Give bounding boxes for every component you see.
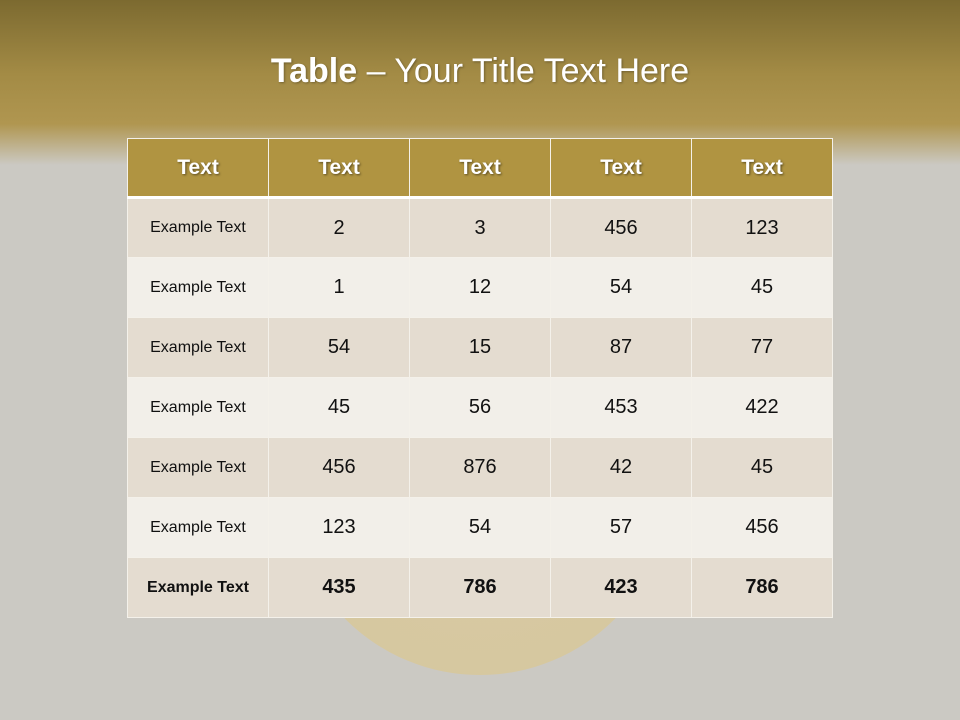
table-cell: 87 [550, 317, 692, 378]
table-cell: 57 [550, 497, 692, 558]
table-cell: 15 [409, 317, 551, 378]
table-cell: 786 [691, 557, 833, 618]
table-row: Example Text 45 56 453 422 [127, 377, 833, 438]
slide-title: Table – Your Title Text Here [0, 52, 960, 91]
table-cell: 876 [409, 437, 551, 498]
table-cell: 45 [268, 377, 410, 438]
table-cell: 123 [268, 497, 410, 558]
table-cell: 54 [550, 257, 692, 318]
table-cell: 423 [550, 557, 692, 618]
table-cell: 456 [691, 497, 833, 558]
table-cell: 54 [268, 317, 410, 378]
header-band [0, 0, 960, 165]
row-label: Example Text [127, 257, 269, 318]
table-cell: 2 [268, 197, 410, 258]
table-row: Example Text 123 54 57 456 [127, 497, 833, 558]
table-cell: 435 [268, 557, 410, 618]
table-cell: 3 [409, 197, 551, 258]
column-header: Text [268, 138, 410, 199]
table-cell: 12 [409, 257, 551, 318]
table-cell: 54 [409, 497, 551, 558]
data-table: Text Text Text Text Text Example Text 2 3 456 12… [127, 138, 833, 618]
table-row: Example Text 54 15 87 77 [127, 317, 833, 378]
title-bold: Table [270, 52, 358, 90]
row-label: Example Text [127, 557, 269, 618]
table-row: Example Text 1 12 54 45 [127, 257, 833, 318]
table-cell: 456 [268, 437, 410, 498]
table-cell: 77 [691, 317, 833, 378]
header-row: Text Text Text Text Text [127, 138, 833, 199]
table-row: Example Text 456 876 42 45 [127, 437, 833, 498]
title-rest: – Your Title Text Here [357, 52, 690, 90]
table-row: Example Text 2 3 456 123 [127, 197, 833, 258]
table-cell: 422 [691, 377, 833, 438]
total-row: Example Text 435 786 423 786 [127, 557, 833, 618]
table-cell: 45 [691, 437, 833, 498]
table-cell: 123 [691, 197, 833, 258]
table-cell: 56 [409, 377, 551, 438]
table-cell: 42 [550, 437, 692, 498]
row-label: Example Text [127, 377, 269, 438]
column-header: Text [691, 138, 833, 199]
row-label: Example Text [127, 437, 269, 498]
table-cell: 45 [691, 257, 833, 318]
table-cell: 453 [550, 377, 692, 438]
column-header: Text [550, 138, 692, 199]
table-cell: 786 [409, 557, 551, 618]
row-label: Example Text [127, 197, 269, 258]
column-header: Text [127, 138, 269, 199]
table-cell: 456 [550, 197, 692, 258]
row-label: Example Text [127, 497, 269, 558]
column-header: Text [409, 138, 551, 199]
table-cell: 1 [268, 257, 410, 318]
row-label: Example Text [127, 317, 269, 378]
